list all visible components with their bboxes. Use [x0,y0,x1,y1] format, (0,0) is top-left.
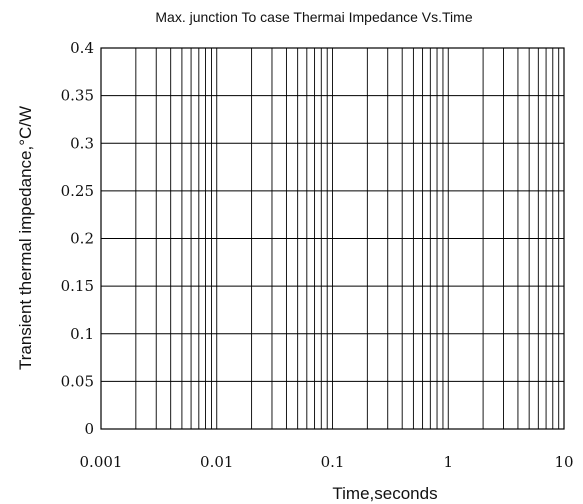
x-tick-labels: 0.001 0.01 0.1 1 10 [80,453,574,471]
x-tick-label: 0.01 [200,453,233,471]
y-tick-label: 0.35 [61,87,94,105]
x-tick-label: 1 [443,453,453,471]
grid [100,47,564,430]
y-tick-labels: 0 0.05 0.1 0.15 0.2 0.25 0.3 0.35 0.4 [61,39,94,438]
x-axis-label: Time,seconds [332,484,437,503]
y-tick-label: 0.05 [61,372,94,390]
x-tick-label: 10 [554,453,573,471]
y-tick-label: 0.4 [70,39,94,57]
plot-frame [100,47,565,430]
y-tick-label: 0.3 [70,134,94,152]
y-tick-label: 0 [84,420,94,438]
chart-title: Max. junction To case Thermai Impedance … [155,9,472,25]
y-tick-label: 0.1 [70,325,94,343]
x-tick-label: 0.1 [321,453,345,471]
y-tick-label: 0.15 [61,277,94,295]
x-tick-label: 0.001 [80,453,123,471]
y-tick-label: 0.2 [70,230,94,248]
y-tick-label: 0.25 [61,182,94,200]
y-axis-label: Transient thermal impedance,°C/W [16,106,35,370]
